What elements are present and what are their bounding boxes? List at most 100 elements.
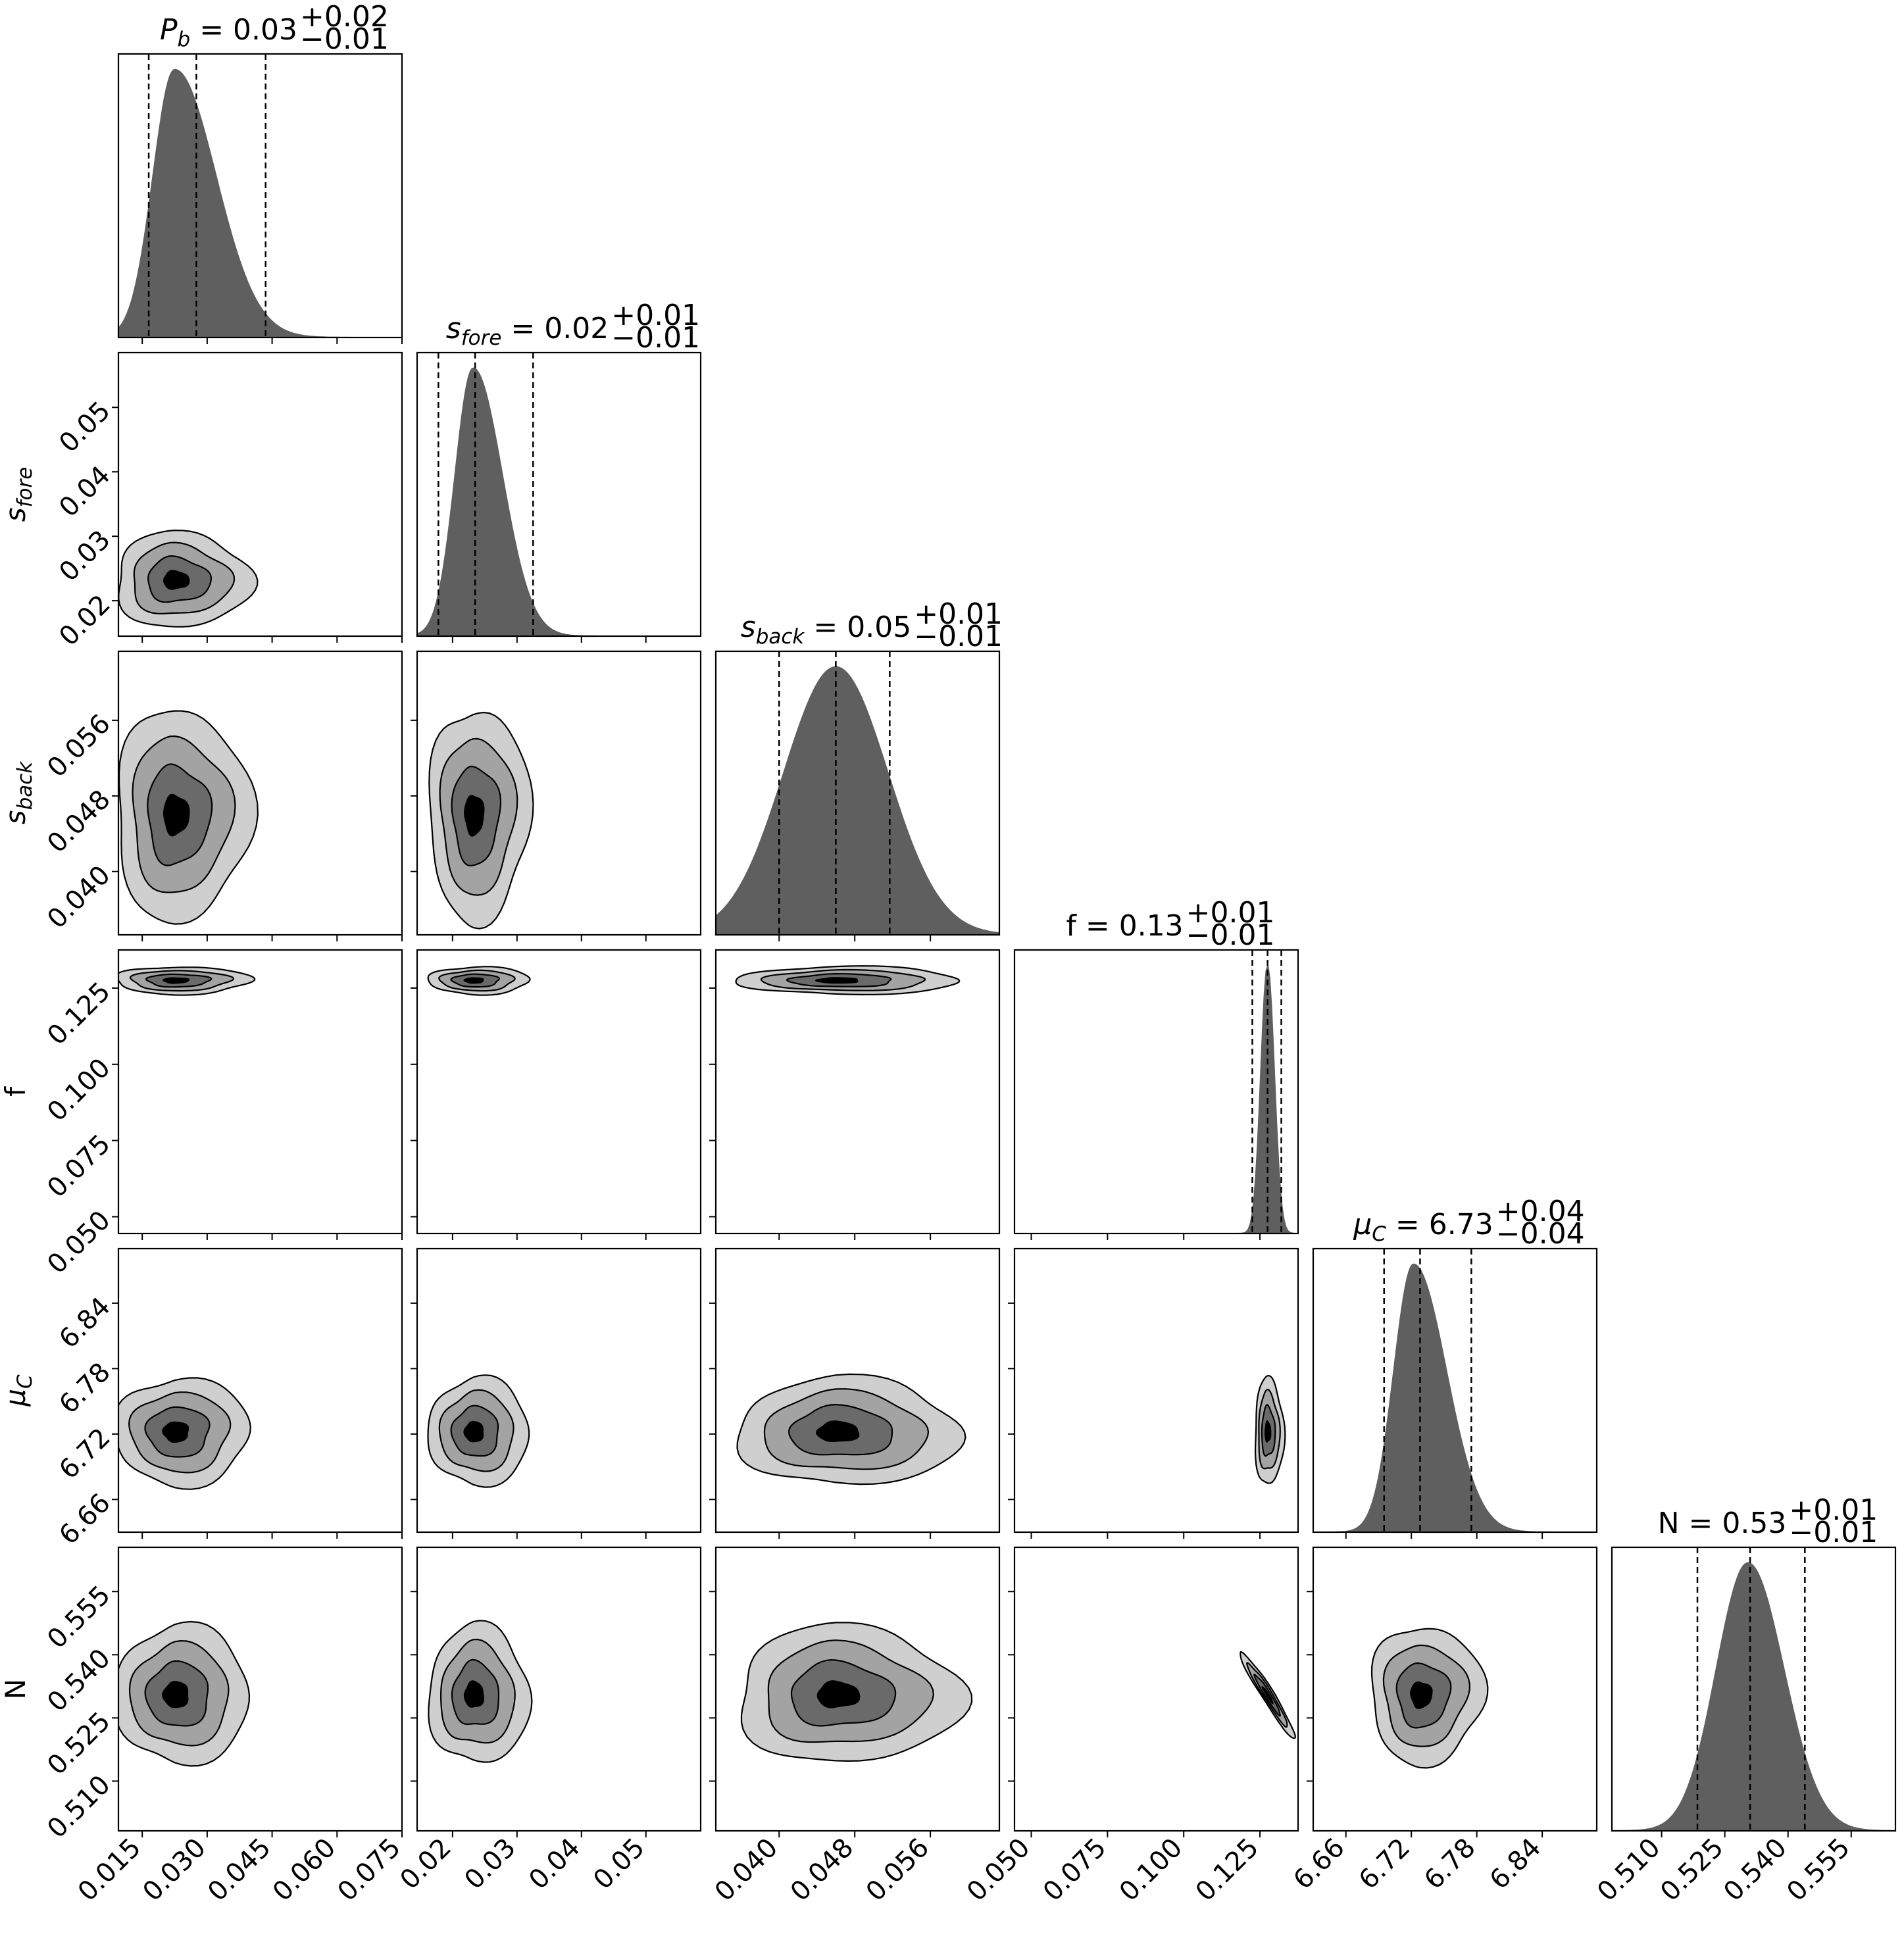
panel-frame bbox=[1312, 1247, 1598, 1533]
title-value: 6.73 bbox=[1429, 1208, 1493, 1241]
y-tick-label-sfore: 0.03 bbox=[53, 524, 116, 587]
histogram-panel-Pb: Pb = 0.03 +0.02−0.01 bbox=[117, 0, 403, 344]
contour-level-4 bbox=[162, 1681, 189, 1708]
y-axis-label-muC: μC bbox=[0, 1374, 37, 1407]
title-value: 0.03 bbox=[233, 13, 297, 47]
panel-frame bbox=[1312, 1546, 1598, 1832]
contour-panel-Pb-sfore: 0.020.030.040.05 bbox=[53, 351, 403, 652]
panel-frame bbox=[416, 650, 702, 936]
param-symbol: N bbox=[0, 1679, 32, 1699]
y-tick-label-f: 0.075 bbox=[41, 1129, 116, 1204]
histogram-muC bbox=[1313, 1263, 1597, 1532]
param-symbol: s bbox=[446, 312, 461, 345]
x-tick-label-N: 0.540 bbox=[1718, 1833, 1793, 1908]
contour-level-4 bbox=[816, 1680, 861, 1708]
title-plus-Pb: +0.02 bbox=[300, 0, 389, 34]
y-axis-label-sfore: sfore bbox=[0, 467, 37, 522]
title-f: f = 0.13 bbox=[1066, 909, 1183, 943]
title-plus-sback: +0.01 bbox=[914, 597, 1003, 631]
title-value: 0.05 bbox=[847, 611, 911, 644]
histogram-panel-sfore: sfore = 0.02 +0.01−0.01 bbox=[416, 299, 702, 643]
param-symbol: f bbox=[0, 1086, 32, 1097]
x-tick-label-Pb: 0.075 bbox=[332, 1833, 407, 1908]
y-tick-label-muC: 6.78 bbox=[53, 1357, 116, 1420]
title-plus-muC: +0.04 bbox=[1496, 1195, 1585, 1228]
contour-level-4 bbox=[1265, 1420, 1272, 1443]
x-tick-label-Pb: 0.060 bbox=[267, 1833, 342, 1908]
contour-panel-sfore-f bbox=[411, 949, 702, 1240]
title-plus-f: +0.01 bbox=[1186, 896, 1275, 930]
title-minus-f: −0.01 bbox=[1186, 918, 1275, 952]
title-minus-muC: −0.04 bbox=[1496, 1217, 1585, 1251]
y-tick-label-N: 0.525 bbox=[41, 1707, 116, 1782]
x-tick-label-N: 0.555 bbox=[1781, 1833, 1856, 1908]
x-tick-label-muC: 6.84 bbox=[1484, 1833, 1547, 1896]
panel-frame bbox=[416, 1546, 702, 1832]
panel-frame bbox=[117, 650, 403, 936]
histogram-panel-muC: μC = 6.73 +0.04−0.04 bbox=[1312, 1195, 1598, 1539]
param-subscript: back bbox=[13, 761, 37, 810]
x-tick-label-sfore: 0.02 bbox=[394, 1833, 457, 1896]
contour-level-4 bbox=[1261, 1685, 1274, 1705]
panel-frame bbox=[117, 1247, 403, 1533]
histogram-f bbox=[1015, 965, 1298, 1234]
contour-panel-sfore-N: 0.02 0.03 0.04 0.05 bbox=[394, 1546, 702, 1896]
x-tick-label-Pb: 0.030 bbox=[137, 1833, 212, 1908]
x-tick-label-f: 0.050 bbox=[961, 1833, 1036, 1908]
y-axis-label-f: f bbox=[0, 1086, 32, 1097]
histogram-Pb bbox=[118, 68, 402, 337]
panel-frame bbox=[1611, 1546, 1897, 1832]
contour-panel-sback-f bbox=[709, 949, 1001, 1240]
title-N: N = 0.53 bbox=[1658, 1507, 1787, 1540]
y-tick-label-f: 0.125 bbox=[41, 976, 116, 1051]
y-tick-label-f: 0.050 bbox=[41, 1205, 116, 1280]
x-tick-label-sfore: 0.03 bbox=[459, 1833, 522, 1896]
param-symbol: P bbox=[160, 13, 178, 47]
panel-frame bbox=[714, 1247, 1001, 1533]
param-symbol: μ bbox=[1353, 1208, 1372, 1241]
contour-panel-sfore-sback bbox=[411, 650, 702, 941]
y-tick-label-sfore: 0.05 bbox=[53, 396, 116, 459]
contour-level-4 bbox=[463, 977, 484, 984]
title-Pb: Pb = 0.03 bbox=[160, 13, 297, 51]
panel-frame bbox=[117, 351, 403, 637]
contour-level-4 bbox=[463, 1420, 484, 1443]
y-axis-label-sback: sback bbox=[0, 761, 37, 825]
panel-frame bbox=[714, 650, 1001, 936]
contour-level-4 bbox=[1410, 1681, 1433, 1709]
param-symbol: f bbox=[1066, 909, 1077, 943]
y-tick-label-muC: 6.72 bbox=[53, 1422, 116, 1485]
y-tick-label-sback: 0.048 bbox=[41, 784, 116, 859]
contour-level-4 bbox=[162, 1421, 189, 1443]
panel-frame bbox=[117, 53, 403, 339]
contour-panel-sfore-muC bbox=[411, 1247, 702, 1539]
title-sfore: sfore = 0.02 bbox=[446, 312, 609, 350]
x-tick-label-N: 0.525 bbox=[1655, 1833, 1730, 1908]
title-value: 0.13 bbox=[1119, 909, 1184, 943]
panel-frame bbox=[1013, 1247, 1299, 1533]
panel-frame bbox=[714, 949, 1001, 1235]
histogram-N bbox=[1612, 1562, 1895, 1831]
param-symbol: s bbox=[741, 611, 756, 644]
title-minus-N: −0.01 bbox=[1789, 1516, 1878, 1549]
param-subscript: back bbox=[756, 625, 805, 649]
histogram-sfore bbox=[417, 367, 701, 636]
y-tick-label-N: 0.510 bbox=[41, 1770, 116, 1845]
y-tick-label-N: 0.555 bbox=[41, 1580, 116, 1655]
param-subscript: C bbox=[13, 1374, 37, 1389]
title-value: 0.02 bbox=[544, 312, 609, 345]
panel-frame bbox=[416, 949, 702, 1235]
contour-level-4 bbox=[463, 1680, 484, 1708]
y-tick-label-sback: 0.056 bbox=[41, 709, 116, 784]
x-tick-label-Pb: 0.045 bbox=[202, 1833, 277, 1908]
contour-panel-Pb-muC: 6.666.726.786.84 bbox=[53, 1247, 403, 1551]
contour-level-4 bbox=[163, 793, 190, 837]
contour-level-4 bbox=[464, 795, 485, 837]
y-tick-label-sfore: 0.04 bbox=[53, 461, 116, 524]
title-minus-Pb: −0.01 bbox=[300, 22, 389, 56]
contour-panel-f-muC bbox=[1008, 1247, 1299, 1539]
y-tick-label-N: 0.540 bbox=[41, 1643, 116, 1718]
